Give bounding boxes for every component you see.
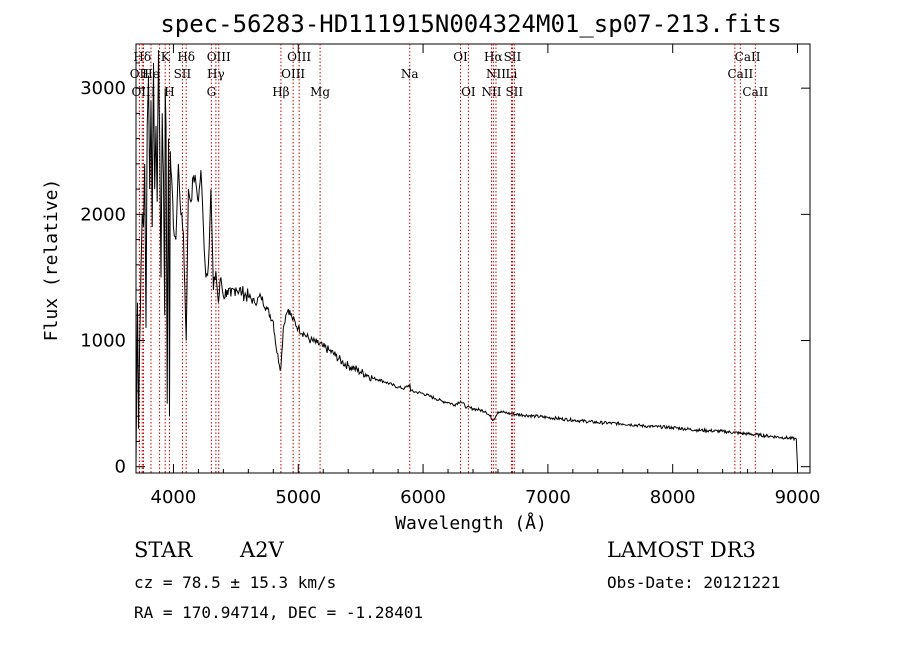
emission-line-markers [138, 44, 756, 473]
line-marker-label: OII [130, 67, 150, 81]
line-marker-label: NII [481, 85, 501, 99]
line-marker-label: OIII [281, 67, 305, 81]
subclass-label: A2V [240, 538, 284, 562]
line-marker-label: OIII [131, 85, 155, 99]
line-marker-label: CaII [735, 50, 761, 64]
chart-title: spec-56283-HD111915N004324M01_sp07-213.f… [160, 10, 781, 38]
line-marker-label: G [207, 85, 217, 99]
line-marker-label: NII [486, 67, 506, 81]
coords-text: RA = 170.94714, DEC = -1.28401 [134, 603, 423, 622]
x-tick-label: 5000 [275, 487, 321, 508]
y-tick-label: 2000 [80, 204, 126, 225]
line-marker-label: SII [504, 50, 522, 64]
line-marker-label: Hδ [177, 50, 195, 64]
survey-label: LAMOST DR3 [607, 538, 756, 562]
y-tick-label: 0 [115, 457, 126, 478]
line-marker-label: CaII [742, 85, 768, 99]
line-marker-label: H [164, 85, 174, 99]
redshift-text: cz = 78.5 ± 15.3 km/s [134, 573, 337, 592]
line-marker-label: Na [401, 67, 419, 81]
y-axis-label: Flux (relative) [41, 179, 62, 342]
x-tick-label: 9000 [775, 487, 821, 508]
line-marker-label: Hβ [272, 85, 289, 99]
x-tick-label: 4000 [151, 487, 197, 508]
axis-ticks: 4000 5000 6000 7000 8000 9000 0 1000 2000 3000 [80, 44, 820, 508]
spectrum-series [135, 50, 798, 467]
line-marker-label: OIII [287, 50, 311, 64]
line-marker-label: Hδ [133, 50, 151, 64]
x-axis-label: Wavelength (Å) [395, 512, 547, 534]
line-marker-label: K [161, 50, 171, 64]
line-marker-label: SII [174, 67, 192, 81]
line-marker-label: OI [453, 50, 468, 64]
line-marker-label: OIII [207, 50, 231, 64]
line-marker-label: Hγ [207, 67, 225, 81]
line-marker-label: SII [505, 85, 523, 99]
x-tick-label: 7000 [525, 487, 571, 508]
line-marker-label: Li [506, 67, 518, 81]
class-label: STAR [134, 538, 193, 562]
y-tick-label: 1000 [80, 331, 126, 352]
spectrum-line [135, 50, 798, 467]
y-tick-label: 3000 [80, 78, 126, 99]
obs-date-text: Obs-Date: 20121221 [607, 573, 781, 592]
line-marker-label: CaII [727, 67, 753, 81]
x-tick-label: 8000 [650, 487, 696, 508]
line-marker-label: Mg [310, 85, 330, 99]
line-marker-label: OI [461, 85, 476, 99]
line-marker-label: Hα [484, 50, 503, 64]
line-marker-label: He [142, 67, 160, 81]
x-tick-label: 6000 [400, 487, 446, 508]
